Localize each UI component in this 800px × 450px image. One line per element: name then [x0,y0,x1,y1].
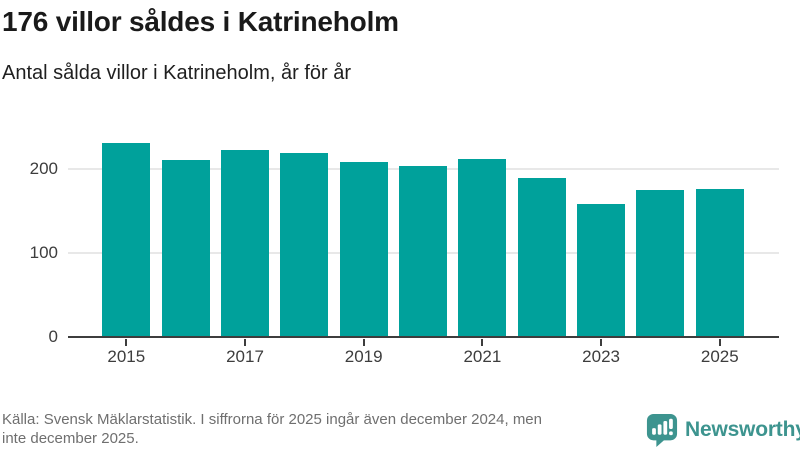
x-axis-tick-2025 [718,338,721,346]
y-axis-tick-label: 200 [29,159,58,178]
x-axis-tick-label-2017: 2017 [226,347,264,366]
x-axis-tick-label-2015: 2015 [107,347,146,366]
bar-chart-speech-bubble-icon [646,413,678,447]
bar-2022 [517,178,566,337]
bar-2016 [161,159,210,337]
bar-2021 [458,158,507,337]
x-axis-tick-2017 [244,338,246,346]
bar-2020 [399,165,448,337]
newsworthy-logo: Newsworthy [646,413,800,447]
source-note: Källa: Svensk Mäklarstatistik. I siffror… [2,410,542,448]
y-axis-tick-label: 100 [29,243,58,262]
x-axis-tick-label-2021: 2021 [463,347,502,366]
x-axis-tick-2023 [600,338,603,346]
bar-2024 [636,190,685,337]
bar-2015 [102,142,151,337]
bar-2023 [577,204,626,337]
bar-2018 [280,153,329,337]
chart-title: 176 villor såldes i Katrineholm [2,6,399,37]
bar-2025 [695,189,744,337]
bar-2019 [339,162,388,337]
source-note-line-2: inte december 2025. [2,430,139,447]
x-axis-tick-2021 [481,338,484,346]
x-axis-tick-label-2019: 2019 [344,347,383,366]
x-axis-line [68,335,779,338]
x-axis-tick-label-2023: 2023 [582,347,620,366]
x-axis-tick-2019 [362,338,365,346]
x-axis-tick-2015 [125,338,128,346]
x-axis-tick-label-2025: 2025 [700,347,739,366]
source-note-line-1: Källa: Svensk Mäklarstatistik. I siffror… [2,411,542,428]
newsworthy-wordmark: Newsworthy [685,418,800,441]
y-axis-tick-label: 0 [48,327,58,346]
chart-subtitle: Antal sålda villor i Katrineholm, år för… [2,62,352,84]
bar-2017 [221,149,269,337]
